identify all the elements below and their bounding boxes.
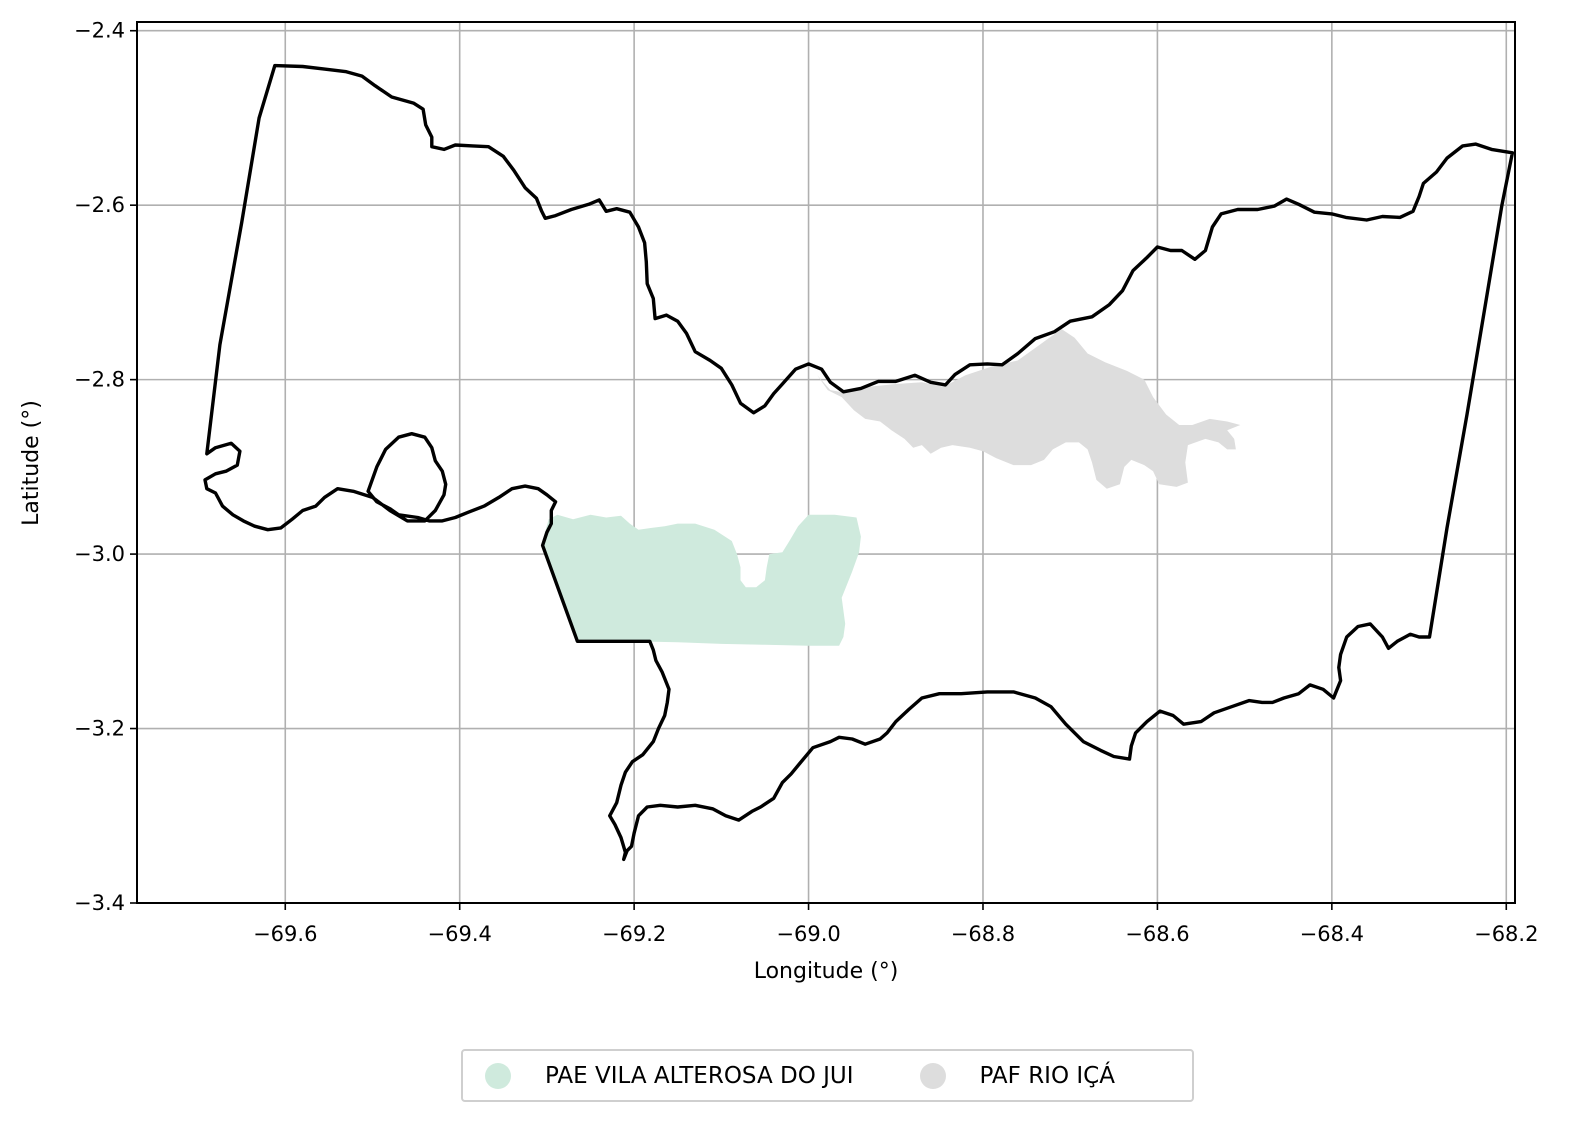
x-tick-label: −68.2 (1474, 922, 1538, 946)
legend-item-paf-rio-ica: PAF RIO IÇÁ (919, 1062, 1115, 1089)
y-tick-label: −3.4 (74, 891, 125, 915)
area-pae-vila-alterosa-do-jui (542, 514, 861, 646)
x-tick-label: −68.4 (1300, 922, 1364, 946)
x-tick-label: −68.6 (1125, 922, 1189, 946)
x-tick-label: −69.2 (602, 922, 666, 946)
y-tick-label: −3.0 (74, 542, 125, 566)
legend-item-pae-vila-alterosa: PAE VILA ALTEROSA DO JUI (485, 1062, 854, 1089)
y-tick-label: −3.2 (74, 717, 125, 741)
area-paf-rio-ica (817, 329, 1241, 489)
y-tick-label: −2.6 (74, 193, 125, 217)
x-tick-label: −69.6 (253, 922, 317, 946)
legend-marker-pae (485, 1062, 511, 1089)
legend-label-pae: PAE VILA ALTEROSA DO JUI (545, 1062, 854, 1089)
x-tick-label: −69.4 (428, 922, 492, 946)
x-tick-label: −68.8 (951, 922, 1015, 946)
legend: PAE VILA ALTEROSA DO JUI PAF RIO IÇÁ (461, 1049, 1194, 1102)
legend-marker-paf (919, 1062, 946, 1089)
axis-ticks: −69.6 −69.4 −69.2 −69.0 −68.8 −68.6 −68.4 −68.2… (74, 19, 1538, 946)
y-tick-label: −2.8 (74, 368, 125, 392)
legend-label-paf: PAF RIO IÇÁ (979, 1062, 1115, 1089)
x-axis-label: Longitude (°) (754, 959, 899, 984)
grid-lines (137, 22, 1515, 904)
municipality-boundary (203, 63, 1515, 862)
x-tick-label: −69.0 (776, 922, 840, 946)
y-tick-label: −2.4 (74, 19, 125, 43)
area-polygons (542, 329, 1241, 646)
y-axis-label: Latitude (°) (19, 400, 44, 526)
boundary-outline (203, 63, 1515, 862)
plot-frame (136, 21, 1516, 904)
